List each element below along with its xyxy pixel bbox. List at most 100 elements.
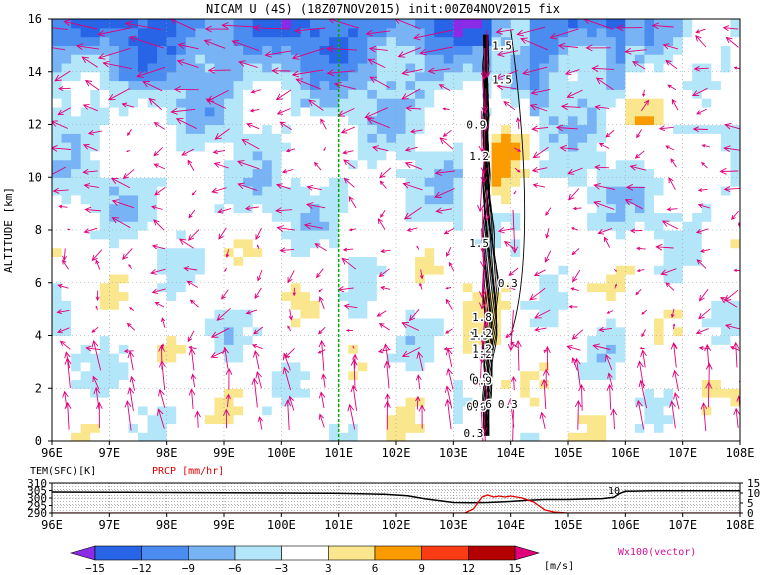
field-cell [520,344,531,354]
field-cell [166,326,177,337]
field-cell [319,353,330,363]
colorbar-tick-label: −6 [228,562,241,575]
field-cell [529,414,540,425]
field-cell [357,309,368,319]
wind-vector [276,108,291,115]
field-cell [501,309,512,319]
field-cell [80,19,91,29]
field-cell [224,291,235,301]
field-cell [80,194,91,205]
field-cell [663,265,674,275]
field-cell [166,309,177,319]
field-cell [176,45,187,55]
field-cell [625,405,636,416]
field-cell [109,203,120,214]
field-cell [711,291,722,301]
field-cell [99,370,110,381]
field-cell [424,423,435,433]
field-cell [157,379,168,389]
field-cell [71,133,82,143]
field-cell [252,89,263,99]
right-tick-label: 5 [747,497,754,510]
field-cell [644,133,655,143]
wind-vector [345,329,354,332]
colorbar-segment [188,545,236,561]
field-cell [138,423,149,433]
field-cell [405,71,416,82]
field-cell [520,62,531,73]
field-cell [319,98,330,108]
wind-vector [665,145,675,151]
field-cell [577,423,588,433]
field-cell [625,230,636,240]
field-cell [166,19,177,29]
field-cell [176,256,187,266]
field-cell [329,80,340,90]
field-cell [338,45,349,55]
field-cell [329,115,340,126]
field-cell [71,353,82,363]
wind-vector [559,144,579,152]
field-cell [491,388,502,398]
field-cell [157,45,168,55]
field-cell [606,414,617,425]
field-cell [243,405,254,416]
field-cell [128,89,139,99]
field-cell [243,238,254,249]
field-cell [147,388,158,398]
field-cell [615,150,626,161]
field-cell [233,98,244,108]
wind-vector [696,259,707,269]
field-cell [692,230,703,240]
field-cell [654,194,665,205]
field-cell [357,344,368,354]
field-cell [204,379,216,389]
field-cell [510,150,521,161]
field-cell [596,62,607,73]
field-cell [682,282,693,293]
field-cell [625,353,636,363]
field-cell [290,335,302,345]
field-cell [443,388,454,398]
field-cell [587,54,598,64]
field-cell [386,344,397,354]
field-cell [176,89,187,99]
field-cell [625,414,636,425]
field-cell [109,54,120,64]
field-cell [61,27,72,38]
field-cell [80,36,91,46]
field-cell [730,379,740,389]
field-cell [539,353,550,363]
field-cell [548,98,560,108]
field-cell [453,106,464,117]
field-cell [195,291,206,301]
field-cell [720,230,732,240]
field-cell [711,265,722,275]
field-cell [682,98,693,108]
field-cell [281,309,292,319]
field-cell [195,265,206,275]
field-cell [262,221,273,231]
wind-vector [594,104,610,111]
field-cell [720,326,732,337]
field-cell [195,212,206,222]
field-cell [520,19,531,29]
field-cell [596,291,607,301]
field-cell [329,361,340,372]
field-cell [214,27,225,38]
field-cell [329,423,340,433]
field-cell [443,106,454,117]
field-cell [52,256,63,266]
wind-vector [58,86,71,92]
field-cell [157,62,168,73]
field-cell [338,414,349,425]
field-cell [109,353,120,363]
field-cell [663,247,674,257]
field-cell [462,256,474,266]
field-cell [644,317,655,328]
field-cell [491,133,502,143]
field-cell [701,361,712,372]
contour-label: 0.6 [466,401,486,414]
field-cell [99,150,110,161]
field-cell [434,414,445,425]
